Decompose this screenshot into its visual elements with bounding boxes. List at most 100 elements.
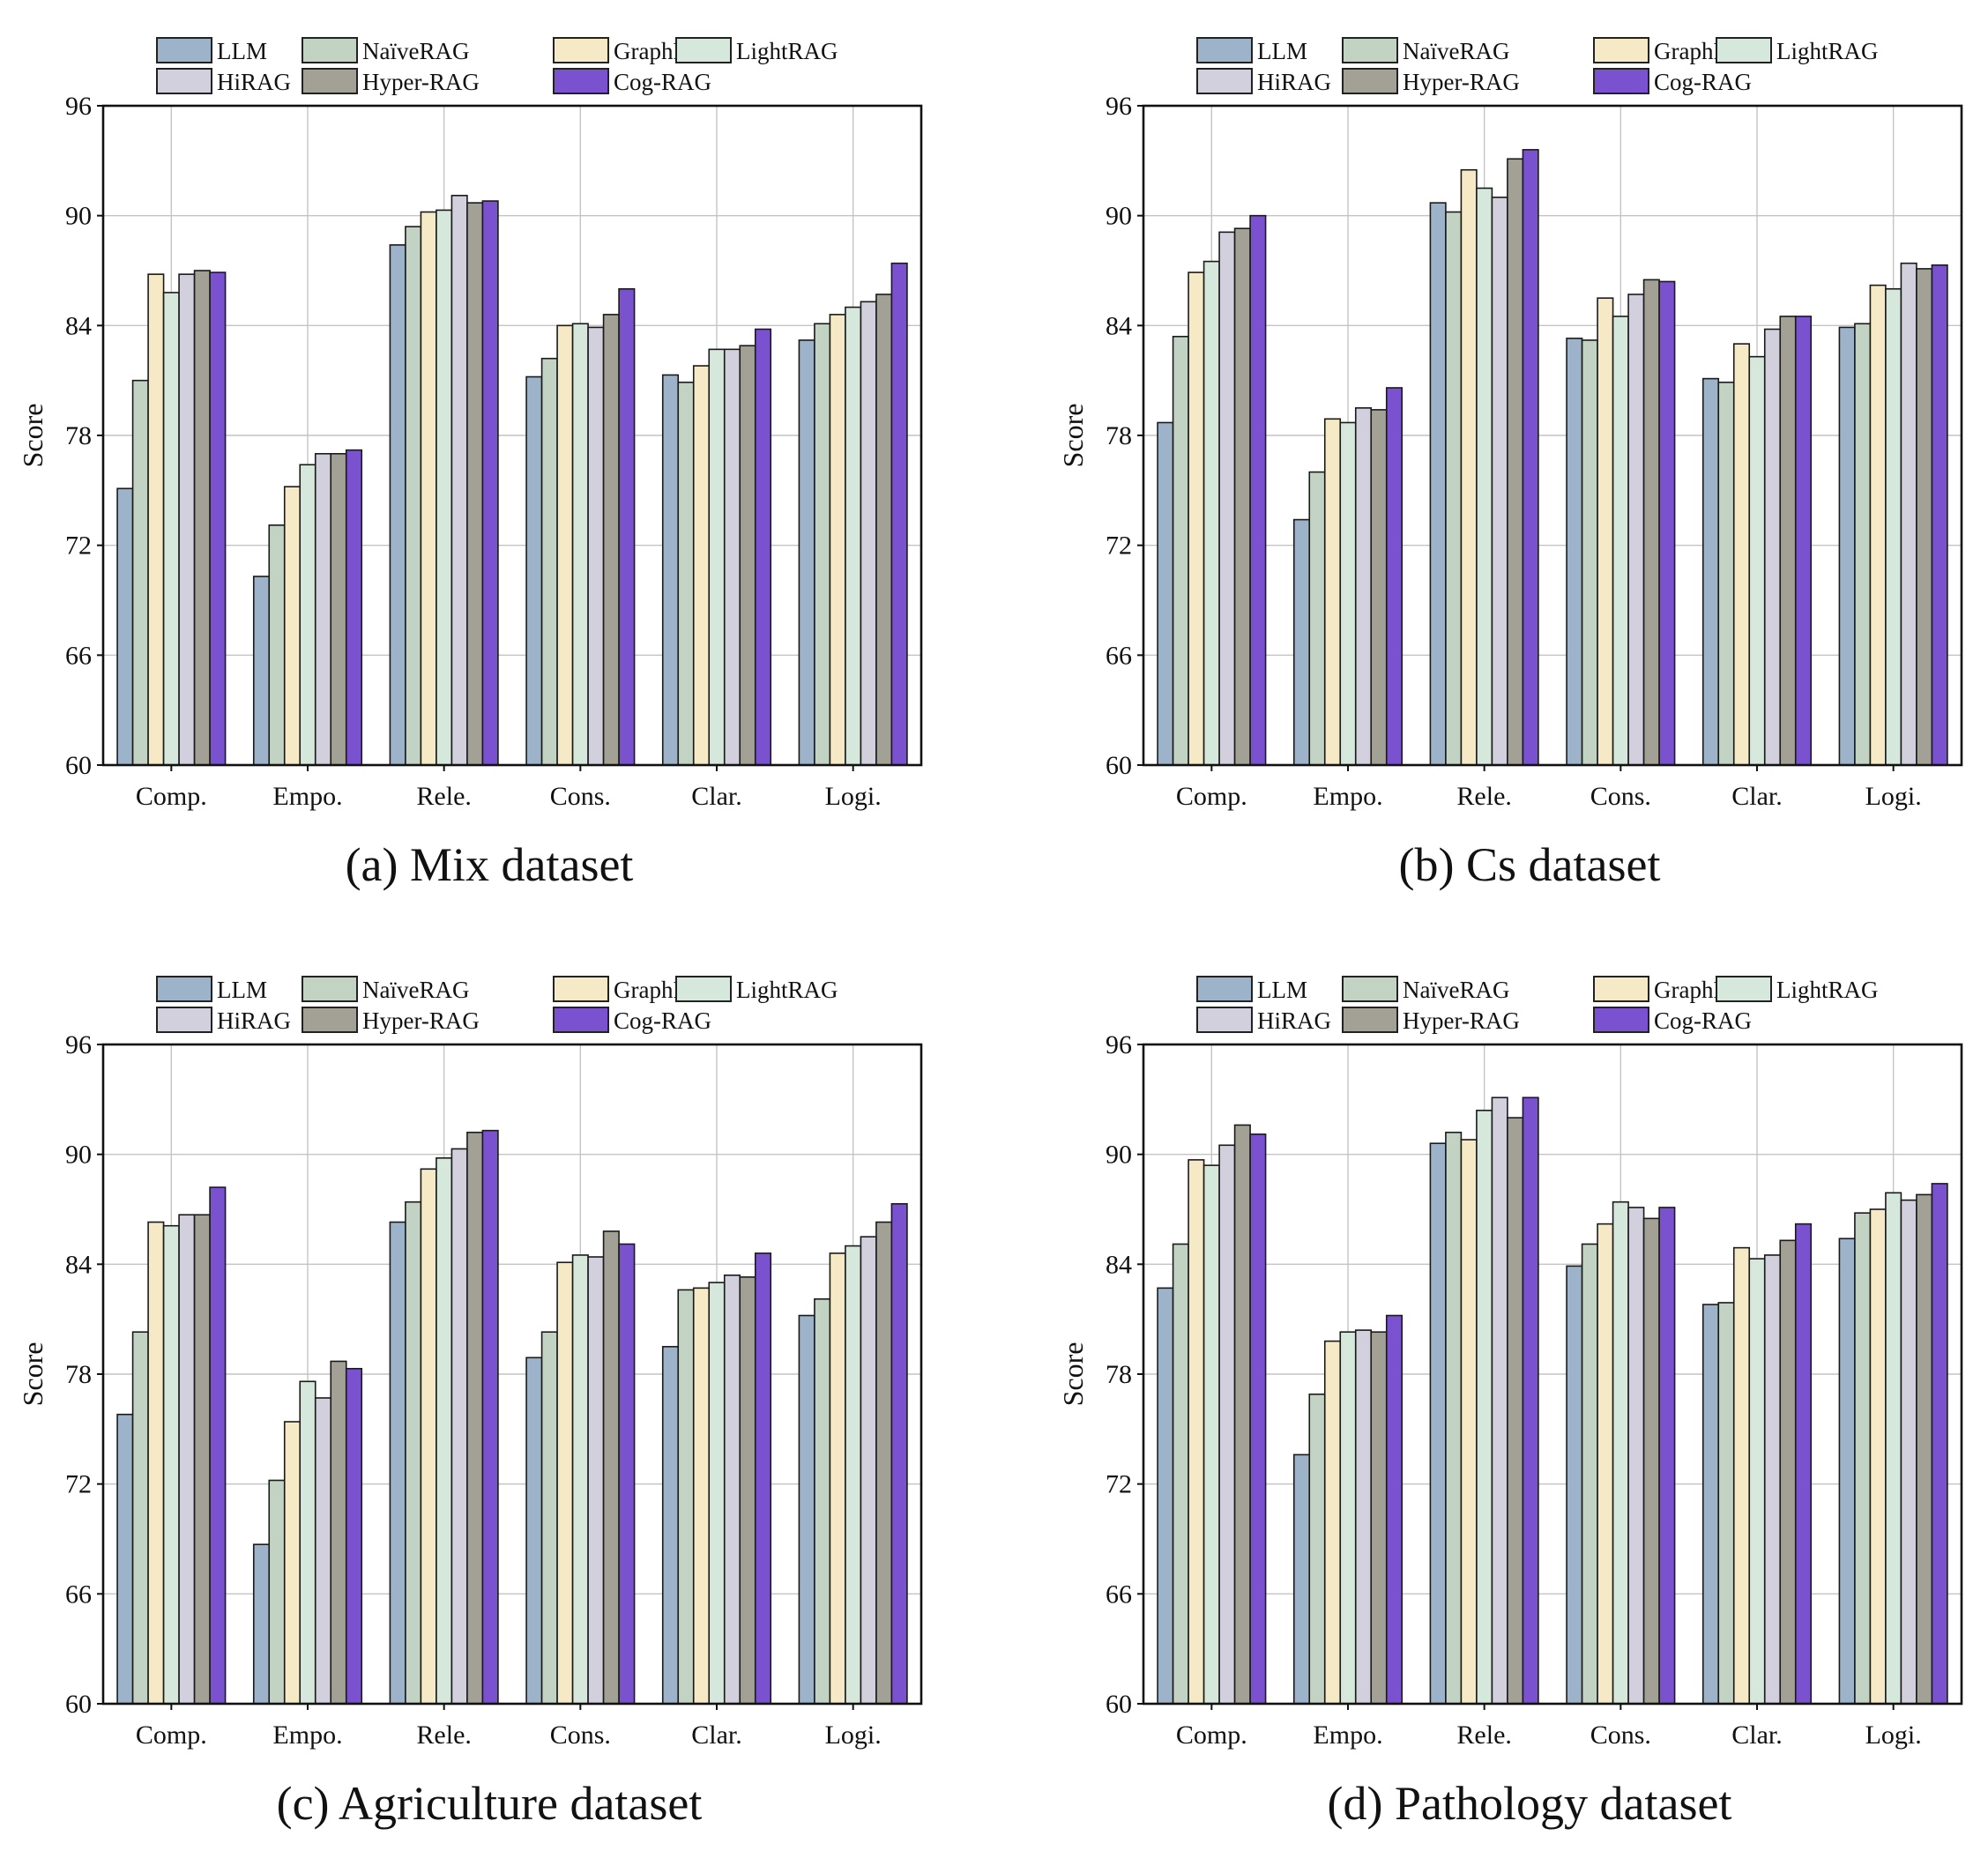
bar-hirag-rele [450,195,468,766]
bar-hyper-rag-empo [1370,409,1388,766]
bar-hyper-rag-clar [739,345,756,766]
bar-na-verag-empo [268,1479,286,1705]
bar-lightrag-rele [436,209,453,766]
bar-hirag-comp [1218,231,1236,766]
bar-cog-rag-empo [345,449,363,766]
y-tick-label: 90 [1106,1141,1132,1170]
legend-swatch-graphrag [1593,976,1649,1002]
legend-swatch-cog-rag [1593,1007,1649,1033]
bar-hyper-rag-comp [193,1214,211,1705]
bars [1157,149,1948,766]
bar-hyper-rag-comp [1233,1124,1251,1705]
y-tick-label: 78 [65,1360,92,1389]
legend-label: LightRAG [1776,977,1879,1003]
x-tick-label: Comp. [1176,782,1247,811]
bar-cog-rag-clar [754,1252,772,1705]
bar-hirag-logi [1900,1199,1917,1705]
y-tick-label: 60 [1106,1690,1132,1719]
chart-panel-pathology: LLM NaïveRAG GraphRAG LightRAG HiRAG Hyper-RA… [1040,939,1988,1873]
bar-lightrag-cons [571,323,589,766]
bar-llm-clar [661,1346,680,1705]
legend-swatch-na-verag [302,976,358,1002]
bar-lightrag-comp [162,292,180,766]
bar-llm-rele [1429,202,1447,766]
bar-llm-empo [1292,1453,1311,1705]
y-axis-label: Score [1057,1342,1089,1407]
x-tick-label: Empo. [272,1721,342,1750]
bar-graphrag-logi [829,1252,846,1705]
bar-hirag-cons [1627,1207,1645,1705]
bar-graphrag-rele [1460,168,1478,766]
bar-hyper-rag-clar [739,1276,756,1705]
bar-na-verag-clar [1717,1302,1735,1705]
bar-llm-empo [252,576,271,766]
legend-label: Hyper-RAG [1403,1007,1520,1034]
x-axis: Comp. Empo. Rele. Cons. Clar. Logi. [1176,765,1922,811]
y-tick-label: 66 [1106,1579,1132,1609]
x-tick-label: Logi. [825,782,882,811]
bar-cog-rag-logi [890,262,908,766]
bar-llm-clar [661,374,680,766]
chart-panel-cs: LLM NaïveRAG GraphRAG LightRAG HiRAG Hyper-RA… [1040,0,1988,934]
y-tick-label: 84 [1106,311,1132,340]
y-tick-label: 96 [65,92,92,121]
x-tick-label: Cons. [550,1721,611,1750]
legend-label: LLM [217,38,267,64]
x-tick-label: Comp. [136,782,207,811]
bar-lightrag-clar [708,1282,726,1705]
bar-na-verag-logi [1854,1212,1872,1705]
y-tick-label: 72 [1106,531,1132,561]
bar-lightrag-cons [1612,1200,1629,1705]
bar-cog-rag-comp [1249,1133,1267,1705]
y-tick-label: 90 [1106,202,1132,231]
bar-llm-comp [1157,421,1174,766]
y-axis: 60 66 72 78 84 90 96 Score [17,92,103,780]
bar-na-verag-clar [677,381,695,766]
chart-caption: (d) Pathology dataset [1327,1777,1732,1830]
bar-lightrag-clar [708,348,726,766]
bar-llm-rele [1429,1142,1447,1705]
bar-graphrag-comp [147,1221,165,1705]
bar-hyper-rag-rele [466,1131,484,1705]
legend-label: Hyper-RAG [362,1007,480,1034]
bar-graphrag-logi [1869,1208,1887,1705]
y-axis: 60 66 72 78 84 90 96 Score [17,1030,103,1719]
bar-cog-rag-rele [1522,149,1539,766]
x-tick-label: Cons. [550,782,611,811]
bar-cog-rag-cons [618,1243,636,1705]
bar-lightrag-rele [1476,187,1493,766]
x-tick-label: Rele. [1456,782,1511,811]
legend-label: Cog-RAG [614,1007,711,1034]
bar-llm-clar [1701,377,1720,766]
legend-label: LightRAG [736,977,838,1003]
y-tick-label: 72 [1106,1470,1132,1499]
y-tick-label: 72 [65,531,92,561]
x-axis: Comp. Empo. Rele. Cons. Clar. Logi. [136,765,882,811]
legend-label: LightRAG [736,38,838,64]
bar-graphrag-comp [1188,1159,1205,1705]
bar-na-verag-cons [540,357,558,766]
bar-lightrag-rele [436,1157,453,1705]
bar-hirag-comp [178,273,196,766]
bar-lightrag-rele [1476,1110,1493,1705]
x-tick-label: Rele. [1456,1721,1511,1750]
bar-lightrag-comp [162,1224,180,1705]
x-tick-label: Empo. [272,782,342,811]
bar-graphrag-empo [1323,418,1342,766]
bar-na-verag-logi [814,1298,831,1705]
legend-swatch-hirag [156,68,212,94]
bar-hirag-clar [723,348,741,766]
bar-llm-cons [1566,338,1583,766]
legend-swatch-lightrag [675,37,732,63]
bar-llm-logi [1838,1238,1856,1705]
bar-na-verag-logi [1854,323,1872,766]
x-tick-label: Cons. [1590,1721,1651,1750]
bar-hyper-rag-logi [875,294,893,766]
y-tick-label: 78 [1106,421,1132,450]
y-tick-label: 84 [1106,1250,1132,1279]
bar-na-verag-clar [1717,381,1735,766]
